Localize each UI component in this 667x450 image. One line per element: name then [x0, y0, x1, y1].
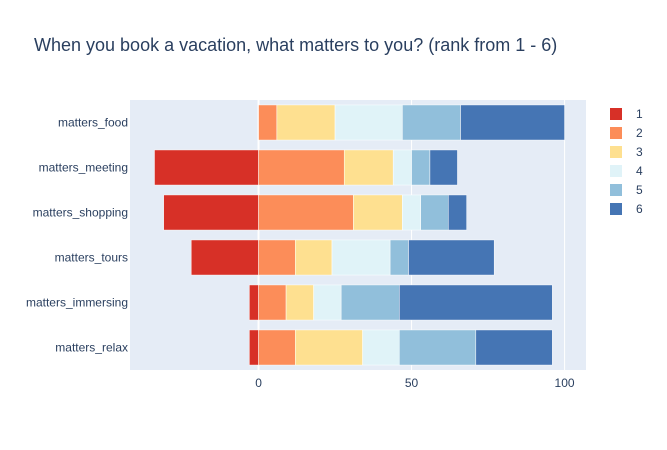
- plot-area: [130, 100, 586, 370]
- x-axis-ticks: 0 50 100: [255, 376, 575, 390]
- bar-matters_tours-rank-6[interactable]: [408, 239, 495, 276]
- bar-matters_tours-rank-4[interactable]: [331, 239, 391, 276]
- bar-matters_food-rank-2[interactable]: [258, 104, 278, 141]
- legend-label: 2: [636, 126, 643, 140]
- bar-matters_meeting-rank-6[interactable]: [429, 149, 458, 186]
- legend-label: 1: [636, 107, 643, 121]
- legend-item-2[interactable]: 2: [610, 126, 643, 140]
- bar-matters_tours-rank-1[interactable]: [190, 239, 259, 276]
- bar-matters_immersing-rank-4[interactable]: [313, 284, 342, 321]
- legend-swatch: [610, 203, 622, 215]
- bar-matters_immersing-rank-2[interactable]: [258, 284, 287, 321]
- bar-matters_immersing-rank-3[interactable]: [285, 284, 314, 321]
- x-tick-label: 0: [255, 376, 262, 390]
- legend-item-4[interactable]: 4: [610, 164, 643, 178]
- bar-matters_immersing-rank-1[interactable]: [249, 284, 259, 321]
- legend-swatch: [610, 146, 622, 158]
- bar-matters_tours-rank-5[interactable]: [389, 239, 409, 276]
- legend-item-1[interactable]: 1: [610, 107, 643, 121]
- bar-matters_relax-rank-3[interactable]: [295, 329, 363, 366]
- y-tick-label: matters_relax: [55, 341, 128, 355]
- bar-matters_meeting-rank-4[interactable]: [392, 149, 412, 186]
- y-tick-label: matters_tours: [55, 251, 128, 265]
- bar-matters_relax-rank-2[interactable]: [258, 329, 296, 366]
- legend[interactable]: 1 2 3 4 5 6: [610, 107, 643, 216]
- legend-item-3[interactable]: 3: [610, 145, 643, 159]
- bar-matters_relax-rank-6[interactable]: [475, 329, 553, 366]
- y-axis-ticks: matters_food matters_meeting matters_shopp…: [26, 116, 128, 355]
- legend-swatch: [610, 127, 622, 139]
- legend-swatch: [610, 184, 622, 196]
- bar-matters_tours-rank-2[interactable]: [258, 239, 296, 276]
- bar-matters_meeting-rank-5[interactable]: [411, 149, 431, 186]
- bar-matters_immersing-rank-5[interactable]: [340, 284, 400, 321]
- legend-label: 4: [636, 164, 643, 178]
- y-tick-label: matters_immersing: [26, 296, 128, 310]
- bar-matters_relax-rank-5[interactable]: [399, 329, 477, 366]
- legend-item-5[interactable]: 5: [610, 183, 643, 197]
- y-tick-label: matters_food: [58, 116, 128, 130]
- legend-label: 6: [636, 202, 643, 216]
- bar-matters_relax-rank-1[interactable]: [249, 329, 259, 366]
- chart-title: When you book a vacation, what matters t…: [34, 35, 557, 55]
- bar-matters_shopping-rank-3[interactable]: [353, 194, 403, 231]
- y-tick-label: matters_meeting: [39, 161, 128, 175]
- bars: [154, 104, 565, 366]
- legend-label: 5: [636, 183, 643, 197]
- bar-matters_meeting-rank-1[interactable]: [154, 149, 259, 186]
- legend-item-6[interactable]: 6: [610, 202, 643, 216]
- bar-matters_food-rank-4[interactable]: [334, 104, 403, 141]
- legend-swatch: [610, 108, 622, 120]
- legend-label: 3: [636, 145, 643, 159]
- bar-matters_immersing-rank-6[interactable]: [399, 284, 553, 321]
- bar-matters_meeting-rank-2[interactable]: [258, 149, 345, 186]
- grid-lines: [257, 100, 566, 370]
- x-tick-label: 100: [555, 376, 575, 390]
- legend-swatch: [610, 165, 622, 177]
- bar-matters_food-rank-5[interactable]: [402, 104, 461, 141]
- bar-matters_tours-rank-3[interactable]: [295, 239, 333, 276]
- bar-matters_shopping-rank-4[interactable]: [402, 194, 421, 231]
- bar-matters_food-rank-6[interactable]: [460, 104, 565, 141]
- bar-matters_shopping-rank-2[interactable]: [258, 194, 354, 231]
- bar-matters_shopping-rank-6[interactable]: [448, 194, 467, 231]
- bar-matters_shopping-rank-5[interactable]: [420, 194, 449, 231]
- bar-matters_food-rank-3[interactable]: [276, 104, 336, 141]
- bar-matters_shopping-rank-1[interactable]: [163, 194, 259, 231]
- bar-matters_meeting-rank-3[interactable]: [343, 149, 394, 186]
- x-tick-label: 50: [405, 376, 419, 390]
- y-tick-label: matters_shopping: [33, 206, 128, 220]
- bar-matters_relax-rank-4[interactable]: [362, 329, 400, 366]
